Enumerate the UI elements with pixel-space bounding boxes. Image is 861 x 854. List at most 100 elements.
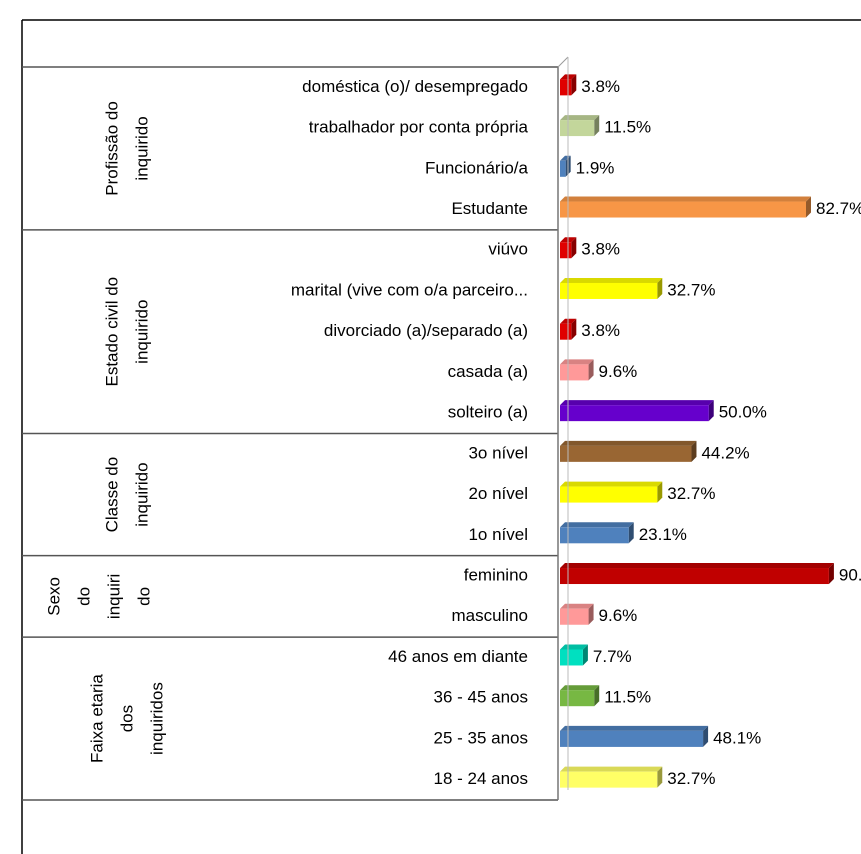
bar-side bbox=[628, 522, 634, 544]
bar-side bbox=[594, 685, 600, 707]
group-label: Profissão do bbox=[102, 101, 121, 196]
bar bbox=[560, 730, 704, 747]
bar-side bbox=[703, 725, 709, 747]
bar-side bbox=[588, 359, 594, 381]
category-label: masculino bbox=[451, 606, 528, 625]
category-label: 25 - 35 anos bbox=[433, 728, 528, 747]
bar-top bbox=[560, 359, 594, 365]
bar bbox=[560, 568, 829, 585]
category-label: trabalhador por conta própria bbox=[309, 118, 529, 137]
bar bbox=[560, 242, 572, 259]
bar-top bbox=[560, 563, 834, 569]
category-label: marital (vive com o/a parceiro... bbox=[291, 280, 528, 299]
category-label: 2o nível bbox=[468, 484, 528, 503]
group-label: do bbox=[74, 587, 93, 606]
bar-top bbox=[560, 644, 588, 650]
bar-top bbox=[560, 196, 811, 202]
bar-side bbox=[657, 481, 663, 503]
bar bbox=[560, 771, 658, 788]
bar-top bbox=[560, 685, 600, 691]
bar-side bbox=[806, 196, 811, 218]
value-label: 11.5% bbox=[604, 118, 651, 137]
group-label: inquirido bbox=[132, 462, 151, 526]
category-label: divorciado (a)/separado (a) bbox=[324, 321, 528, 340]
group-label: Classe do bbox=[102, 457, 121, 533]
bar bbox=[560, 405, 709, 422]
category-label: 18 - 24 anos bbox=[433, 769, 528, 788]
group-label: Sexo bbox=[44, 577, 63, 616]
bar bbox=[560, 323, 572, 340]
group-label: inquirido bbox=[132, 300, 151, 364]
value-label: 7.7% bbox=[593, 647, 632, 666]
category-label: 1o nível bbox=[468, 525, 528, 544]
value-label: 48.1% bbox=[713, 728, 761, 747]
bar-top bbox=[560, 277, 663, 283]
group-label: inquiridos bbox=[147, 682, 166, 755]
value-label: 3.8% bbox=[581, 77, 620, 96]
bar-side bbox=[582, 644, 588, 666]
bar-side bbox=[588, 603, 594, 625]
value-label: 23.1% bbox=[639, 525, 687, 544]
group-label: do bbox=[134, 587, 153, 606]
value-label: 9.6% bbox=[599, 606, 638, 625]
value-label: 1.9% bbox=[576, 158, 615, 177]
category-label: casada (a) bbox=[448, 362, 528, 381]
bar-top bbox=[560, 115, 600, 121]
bar bbox=[560, 690, 595, 707]
group-label: Estado civil do bbox=[102, 277, 121, 387]
bar-top bbox=[560, 766, 663, 772]
value-label: 9.6% bbox=[599, 362, 638, 381]
bar-top bbox=[560, 522, 634, 528]
group-label: Faixa etaria bbox=[87, 674, 106, 763]
bar bbox=[560, 364, 589, 381]
category-label: Funcionário/a bbox=[425, 158, 529, 177]
bar bbox=[560, 486, 658, 503]
category-label: 3o nível bbox=[468, 443, 528, 462]
group-label: inquiri bbox=[104, 574, 123, 619]
value-label: 3.8% bbox=[581, 240, 620, 259]
value-label: 90.4% bbox=[839, 566, 861, 585]
value-label: 11.5% bbox=[604, 688, 651, 707]
bar-top bbox=[560, 400, 714, 406]
group-label: dos bbox=[117, 705, 136, 732]
bar-side bbox=[828, 563, 834, 585]
value-label: 44.2% bbox=[701, 443, 749, 462]
bar-side bbox=[571, 74, 577, 96]
bar-top bbox=[560, 725, 709, 731]
bar-side bbox=[691, 440, 697, 462]
value-label: 50.0% bbox=[719, 403, 767, 422]
axis-depth bbox=[557, 56, 569, 68]
bar bbox=[560, 160, 566, 177]
value-label: 82.7% bbox=[816, 199, 861, 218]
category-label: 46 anos em diante bbox=[388, 647, 528, 666]
category-label: doméstica (o)/ desempregado bbox=[302, 77, 528, 96]
value-label: 32.7% bbox=[667, 769, 715, 788]
bar-side bbox=[657, 766, 663, 788]
value-label: 32.7% bbox=[667, 484, 715, 503]
value-label: 32.7% bbox=[667, 280, 715, 299]
category-label: viúvo bbox=[488, 240, 528, 259]
bar-top bbox=[560, 603, 594, 609]
bar-side bbox=[571, 237, 577, 259]
bar bbox=[560, 79, 572, 96]
bar-side bbox=[571, 318, 577, 340]
category-label: Estudante bbox=[451, 199, 528, 218]
bar-side bbox=[657, 277, 663, 299]
bar-top bbox=[560, 440, 697, 446]
category-label: solteiro (a) bbox=[448, 403, 528, 422]
bar bbox=[560, 282, 658, 299]
bar bbox=[560, 120, 595, 137]
bar-top bbox=[560, 481, 663, 487]
group-label: inquirido bbox=[132, 116, 151, 180]
category-label: feminino bbox=[464, 566, 528, 585]
value-label: 3.8% bbox=[581, 321, 620, 340]
category-label: 36 - 45 anos bbox=[433, 688, 528, 707]
bar-side bbox=[594, 115, 600, 137]
bar bbox=[560, 608, 589, 625]
bar bbox=[560, 201, 806, 218]
bar bbox=[560, 649, 583, 666]
bar-side bbox=[708, 400, 714, 422]
bar bbox=[560, 445, 692, 462]
bar bbox=[560, 527, 629, 544]
